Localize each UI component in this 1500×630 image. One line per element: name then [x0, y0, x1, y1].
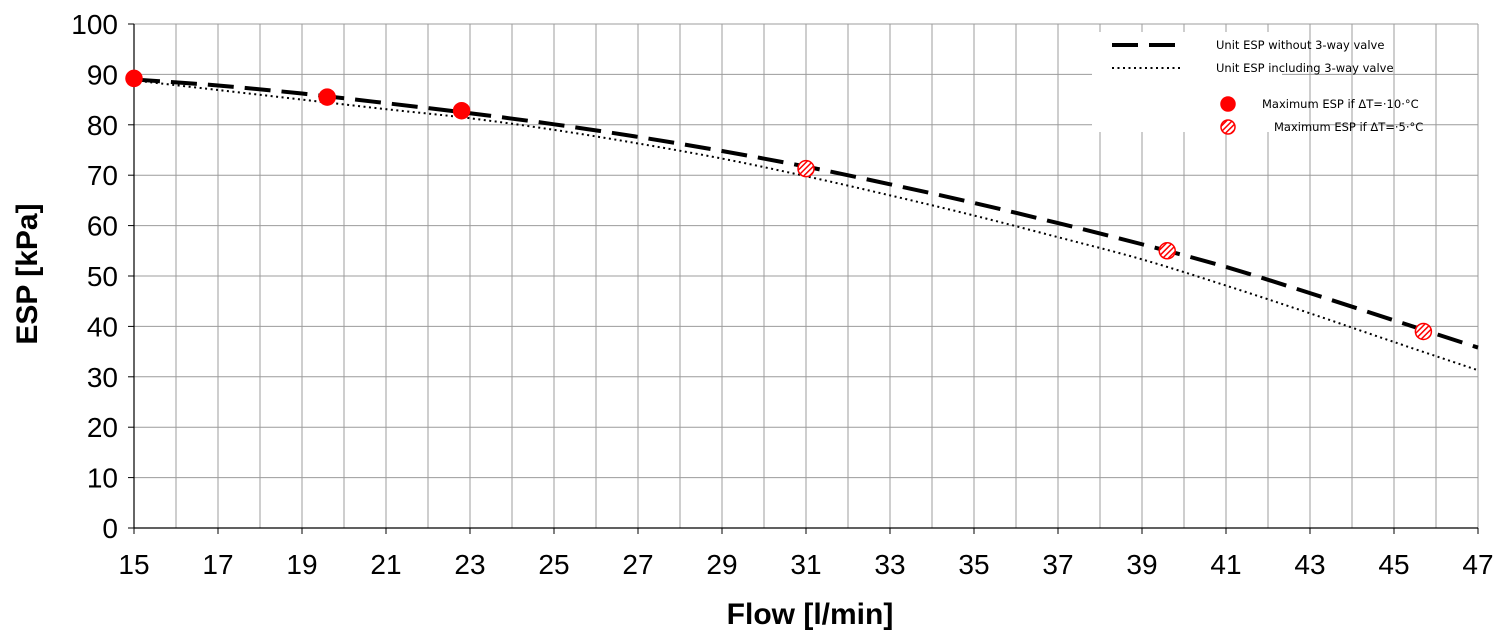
legend-swatch-marker-2 [1220, 119, 1236, 135]
x-tick-label: 27 [622, 549, 653, 580]
y-tick-label: 0 [102, 513, 118, 544]
marker-point-1 [318, 88, 336, 106]
y-tick-label: 70 [87, 160, 118, 191]
legend: Unit ESP without 3-way valve Unit ESP inc… [1092, 32, 1423, 135]
x-tick-label: 17 [202, 549, 233, 580]
y-tick-label: 30 [87, 362, 118, 393]
x-tick-label: 31 [790, 549, 821, 580]
x-tick-label: 35 [958, 549, 989, 580]
y-tick-label: 40 [87, 311, 118, 342]
x-tick-label: 37 [1042, 549, 1073, 580]
y-axis-title: ESP [kPa] [11, 203, 44, 344]
series-line-2 [133, 79, 1479, 372]
legend-background [1092, 32, 1282, 132]
x-tick-label: 25 [538, 549, 569, 580]
x-tick-label: 41 [1210, 549, 1241, 580]
legend-swatch-marker-1 [1220, 96, 1236, 112]
x-tick-label: 45 [1378, 549, 1409, 580]
x-axis-title: Flow [l/min] [727, 598, 894, 630]
legend-label-marker-1: Maximum ESP if ΔT=·10·°C [1262, 97, 1419, 111]
marker-point-1 [452, 101, 471, 120]
y-tick-label: 90 [87, 59, 118, 90]
y-tick-label: 80 [87, 110, 118, 141]
x-tick-label: 23 [454, 549, 485, 580]
y-tick-label: 100 [71, 9, 118, 40]
y-tick-label: 50 [87, 261, 118, 292]
x-tick-label: 39 [1126, 549, 1157, 580]
legend-label-series-2: Unit ESP including 3-way valve [1216, 61, 1394, 75]
axes [128, 23, 1479, 534]
x-tick-label: 15 [118, 549, 149, 580]
legend-label-marker-2: Maximum ESP if ΔT=·5·°C [1274, 120, 1423, 134]
marker-point-1 [125, 69, 143, 88]
x-tick-label: 29 [706, 549, 737, 580]
x-tick-label: 43 [1294, 549, 1325, 580]
marker-point-2 [797, 159, 815, 178]
tick-labels: 15 17 19 21 23 25 27 29 31 33 35 37 39 41 43 45 47 0 10 20 3… [71, 9, 1493, 580]
x-tick-label: 21 [370, 549, 401, 580]
x-tick-label: 19 [286, 549, 317, 580]
y-tick-label: 20 [87, 412, 118, 443]
marker-point-2 [1158, 242, 1176, 260]
x-tick-label: 47 [1462, 549, 1493, 580]
marker-point-2 [1414, 322, 1433, 341]
marker-points [125, 69, 1433, 341]
x-tick-label: 33 [874, 549, 905, 580]
y-tick-label: 60 [87, 211, 118, 242]
y-tick-label: 10 [87, 463, 118, 494]
legend-label-series-1: Unit ESP without 3-way valve [1216, 38, 1384, 52]
grid [133, 23, 1479, 529]
